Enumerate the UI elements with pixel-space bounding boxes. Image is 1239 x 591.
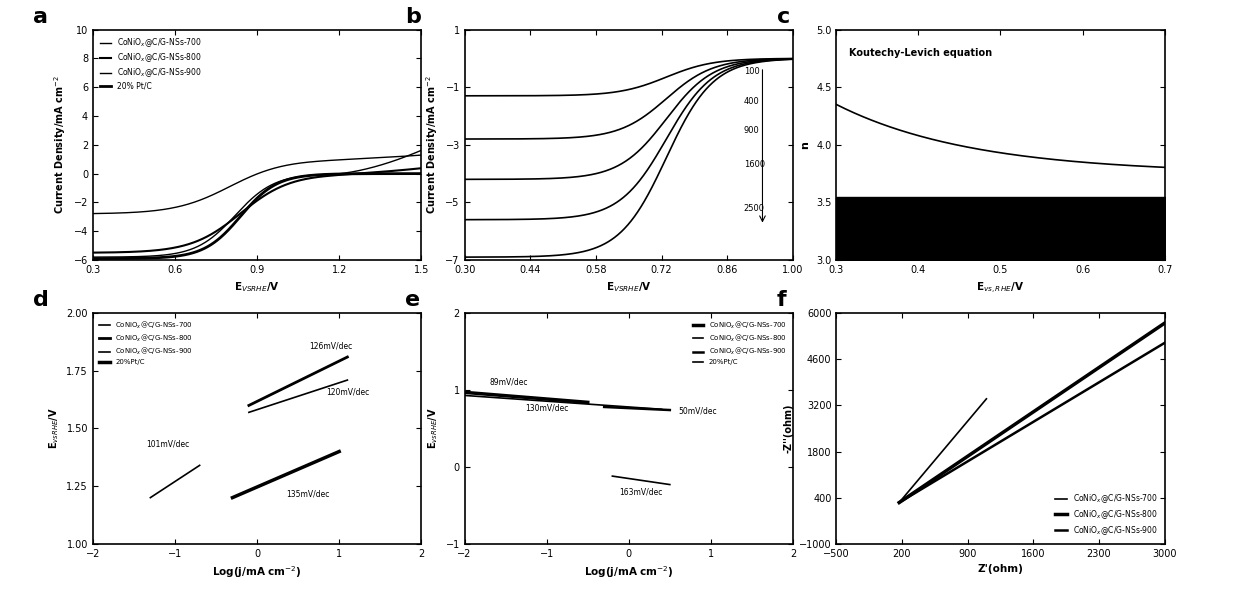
Text: 1600: 1600 [743,161,764,170]
X-axis label: Z'(ohm): Z'(ohm) [978,564,1023,574]
Y-axis label: E$_{vs RHE}$/V: E$_{vs RHE}$/V [47,408,61,449]
Text: 50mV/dec: 50mV/dec [678,407,716,415]
Text: 2500: 2500 [743,204,764,213]
Text: d: d [33,290,50,310]
Text: b: b [405,7,421,27]
X-axis label: E$_{vs,RHE}$/V: E$_{vs,RHE}$/V [976,281,1025,296]
X-axis label: E$_{VS RHE}$/V: E$_{VS RHE}$/V [234,281,280,294]
Y-axis label: n: n [800,141,810,149]
Text: 100: 100 [743,67,760,76]
Y-axis label: Current Density/mA cm$^{-2}$: Current Density/mA cm$^{-2}$ [52,75,68,215]
Text: 120mV/dec: 120mV/dec [326,387,369,396]
Text: 126mV/dec: 126mV/dec [310,341,353,350]
Text: 900: 900 [743,126,760,135]
Y-axis label: E$_{vs RHE}$/V: E$_{vs RHE}$/V [426,408,440,449]
Legend: CoNiO$_x$@C/G-NSs-700, CoNiO$_x$@C/G-NSs-800, CoNiO$_x$@C/G-NSs-900, 20%Pt/C: CoNiO$_x$@C/G-NSs-700, CoNiO$_x$@C/G-NSs… [690,317,789,368]
Text: c: c [777,7,790,27]
Legend: CoNiO$_x$@C/G-NSs-700, CoNiO$_x$@C/G-NSs-800, CoNiO$_x$@C/G-NSs-900: CoNiO$_x$@C/G-NSs-700, CoNiO$_x$@C/G-NSs… [1052,489,1161,540]
Text: 101mV/dec: 101mV/dec [146,439,190,448]
Y-axis label: -Z''(ohm): -Z''(ohm) [783,404,793,453]
Text: Koutechy-Levich equation: Koutechy-Levich equation [849,48,991,58]
Text: 89mV/dec: 89mV/dec [489,378,528,387]
Text: 130mV/dec: 130mV/dec [525,403,569,413]
X-axis label: Log(j/mA cm$^{-2}$): Log(j/mA cm$^{-2}$) [584,564,674,580]
Y-axis label: Current Density/mA cm$^{-2}$: Current Density/mA cm$^{-2}$ [424,75,440,215]
Text: f: f [777,290,787,310]
X-axis label: Log(j/mA cm$^{-2}$): Log(j/mA cm$^{-2}$) [212,564,302,580]
Text: e: e [405,290,420,310]
Legend: CoNiO$_x$@C/G-NSs-700, CoNiO$_x$@C/G-NSs-800, CoNiO$_x$@C/G-NSs-900, 20%Pt/C: CoNiO$_x$@C/G-NSs-700, CoNiO$_x$@C/G-NSs… [97,317,196,368]
Text: 135mV/dec: 135mV/dec [286,490,330,499]
X-axis label: E$_{VS RHE}$/V: E$_{VS RHE}$/V [606,281,652,294]
Legend: CoNiO$_x$@C/G-NSs-700, CoNiO$_x$@C/G-NSs-800, CoNiO$_x$@C/G-NSs-900, 20% Pt/C: CoNiO$_x$@C/G-NSs-700, CoNiO$_x$@C/G-NSs… [97,33,206,93]
Text: a: a [33,7,48,27]
Text: 400: 400 [743,97,760,106]
Text: 163mV/dec: 163mV/dec [620,487,663,496]
